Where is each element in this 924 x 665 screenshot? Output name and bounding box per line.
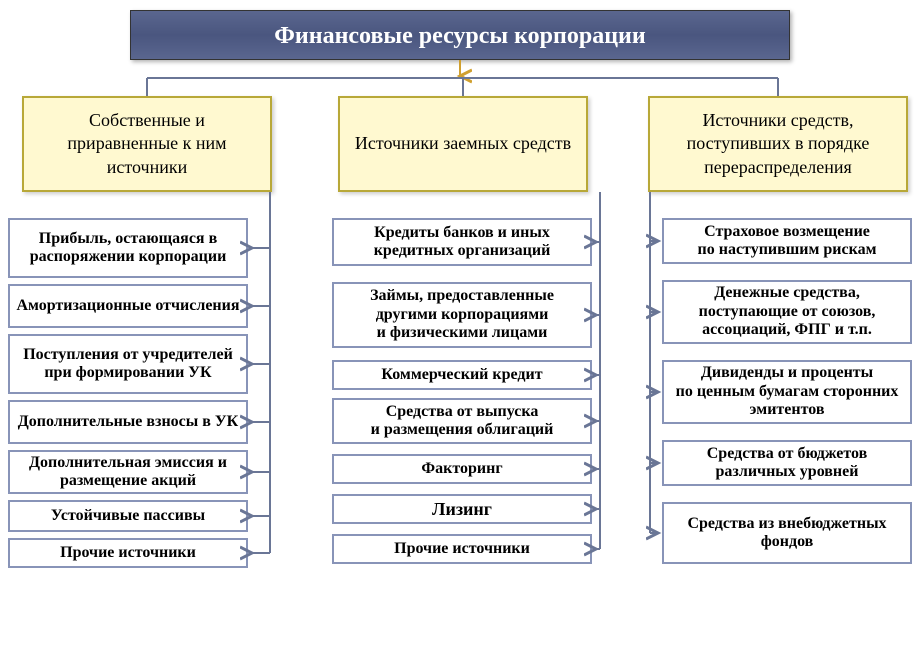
item: Займы, предоставленные другими корпораци… <box>332 282 592 348</box>
item: Факторинг <box>332 454 592 484</box>
category-borrowed: Источники заемных средств <box>338 96 588 192</box>
item: Дополнительные взносы в УК <box>8 400 248 444</box>
item: Устойчивые пассивы <box>8 500 248 532</box>
item: Страховое возмещение по наступившим риск… <box>662 218 912 264</box>
item: Средства от бюджетов различных уровней <box>662 440 912 486</box>
item: Амортизационные отчисления <box>8 284 248 328</box>
item: Денежные средства, поступающие от союзов… <box>662 280 912 344</box>
item: Дивиденды и проценты по ценным бумагам с… <box>662 360 912 424</box>
category-own: Собственные и приравненные к ним источни… <box>22 96 272 192</box>
item: Коммерческий кредит <box>332 360 592 390</box>
item: Прибыль, остающаяся в распоряжении корпо… <box>8 218 248 278</box>
diagram-title: Финансовые ресурсы корпорации <box>130 10 790 60</box>
item: Прочие источники <box>332 534 592 564</box>
item: Поступления от учредителей при формирова… <box>8 334 248 394</box>
item: Средства от выпуска и размещения облигац… <box>332 398 592 444</box>
item: Лизинг <box>332 494 592 524</box>
item: Средства из внебюджетных фондов <box>662 502 912 564</box>
item: Дополнительная эмиссия и размещение акци… <box>8 450 248 494</box>
category-redistribution: Источники средств, поступивших в порядке… <box>648 96 908 192</box>
item: Кредиты банков и иных кредитных организа… <box>332 218 592 266</box>
item: Прочие источники <box>8 538 248 568</box>
